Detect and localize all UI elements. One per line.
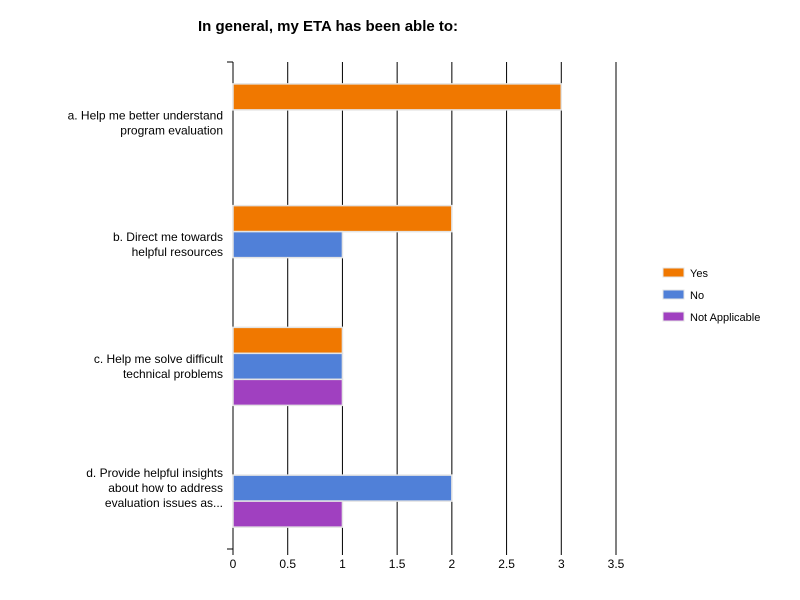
legend-label-not-applicable: Not Applicable [690, 312, 760, 324]
x-tick-label: 0 [230, 557, 237, 571]
category-label: evaluation issues as... [105, 496, 223, 510]
bar-no [232, 352, 344, 381]
chart-title: In general, my ETA has been able to: [197, 18, 459, 35]
bar-not-applicable [232, 378, 344, 407]
category-label: technical problems [123, 367, 223, 381]
bar-yes [232, 204, 453, 233]
legend-swatch-no [662, 289, 685, 300]
bar-no [232, 474, 453, 502]
category-label: c. Help me solve difficult [94, 352, 224, 366]
category-label: d. Provide helpful insights [86, 466, 223, 480]
x-tick-label: 2 [449, 557, 456, 571]
category-label: helpful resources [132, 245, 223, 259]
category-label: a. Help me better understand [68, 108, 223, 122]
x-tick-label: 0.5 [279, 557, 296, 571]
x-tick-label: 3 [558, 557, 565, 571]
category-label: program evaluation [120, 123, 223, 137]
x-tick-label: 1 [339, 557, 346, 571]
bar-yes [232, 326, 344, 355]
category-label: b. Direct me towards [113, 230, 223, 244]
x-tick-label: 1.5 [389, 557, 406, 571]
category-label: about how to address [108, 481, 223, 495]
bar-not-applicable [232, 500, 344, 528]
x-tick-label: 2.5 [498, 557, 515, 571]
legend-label-yes: Yes [690, 268, 708, 280]
legend-swatch-not-applicable [662, 311, 685, 322]
bar-yes [232, 83, 563, 111]
bar-no [232, 230, 344, 259]
legend-label-no: No [690, 290, 704, 302]
x-tick-label: 3.5 [608, 557, 625, 571]
legend-swatch-yes [662, 267, 685, 278]
